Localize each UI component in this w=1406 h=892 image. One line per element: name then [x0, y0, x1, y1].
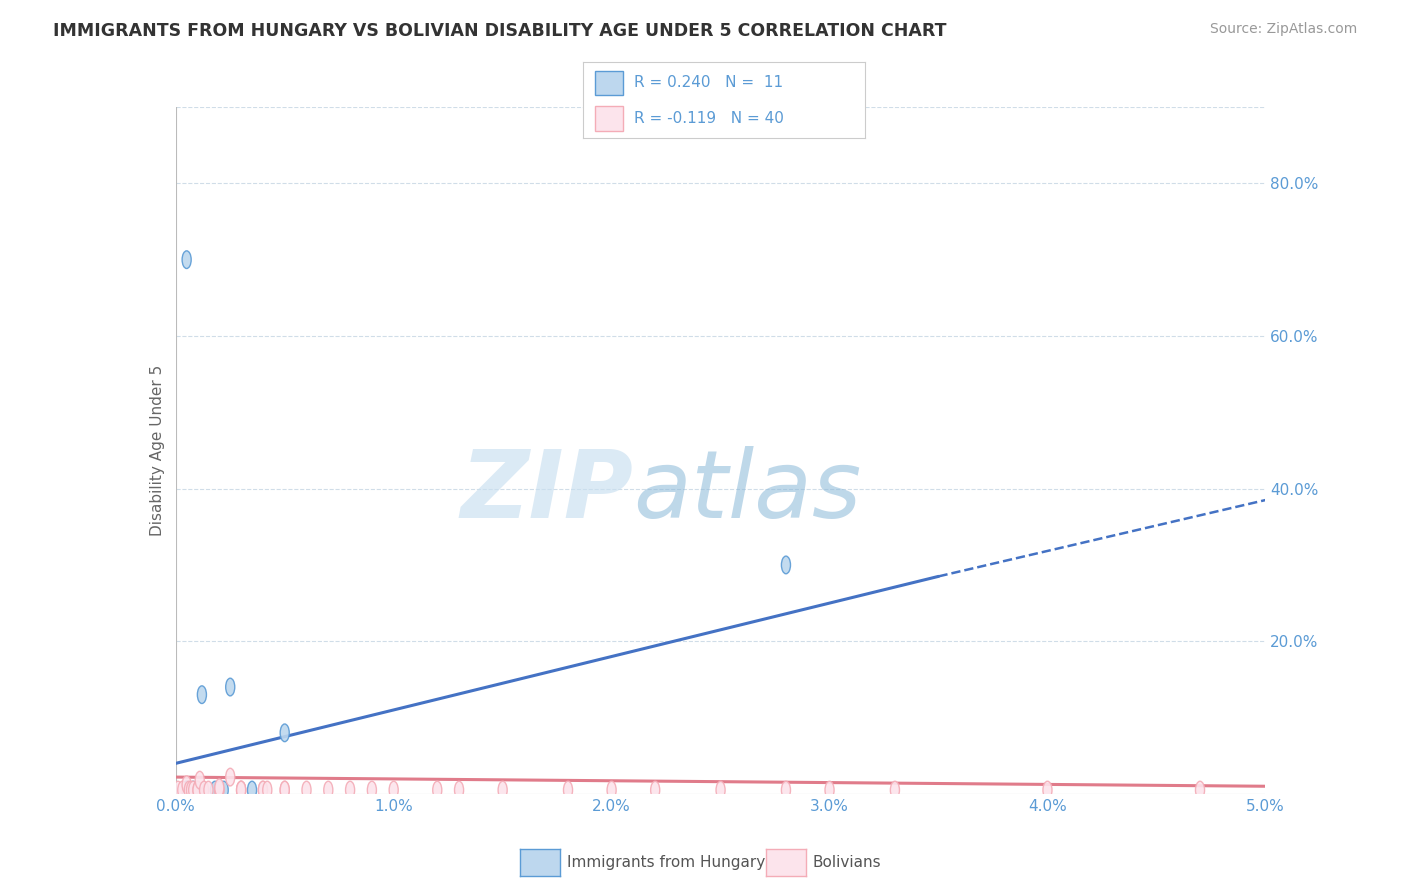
- Text: R = -0.119   N = 40: R = -0.119 N = 40: [634, 111, 785, 126]
- Ellipse shape: [197, 686, 207, 704]
- Ellipse shape: [177, 781, 187, 799]
- Ellipse shape: [433, 781, 441, 799]
- Ellipse shape: [498, 781, 508, 799]
- Ellipse shape: [215, 779, 224, 797]
- Text: IMMIGRANTS FROM HUNGARY VS BOLIVIAN DISABILITY AGE UNDER 5 CORRELATION CHART: IMMIGRANTS FROM HUNGARY VS BOLIVIAN DISA…: [53, 22, 946, 40]
- Ellipse shape: [280, 724, 290, 741]
- Y-axis label: Disability Age Under 5: Disability Age Under 5: [149, 365, 165, 536]
- Ellipse shape: [204, 781, 212, 799]
- Ellipse shape: [236, 781, 246, 799]
- Ellipse shape: [193, 781, 202, 799]
- Text: ZIP: ZIP: [461, 446, 633, 538]
- Ellipse shape: [183, 781, 191, 799]
- Ellipse shape: [280, 781, 290, 799]
- Ellipse shape: [183, 251, 191, 268]
- Ellipse shape: [183, 776, 191, 794]
- Ellipse shape: [454, 781, 464, 799]
- Text: Bolivians: Bolivians: [813, 855, 882, 870]
- Ellipse shape: [259, 781, 267, 799]
- Ellipse shape: [263, 781, 271, 799]
- Bar: [595, 106, 623, 130]
- Ellipse shape: [280, 781, 290, 799]
- Ellipse shape: [247, 781, 256, 799]
- Ellipse shape: [651, 781, 659, 799]
- Ellipse shape: [782, 556, 790, 574]
- Ellipse shape: [236, 781, 246, 799]
- Bar: [595, 70, 623, 95]
- Ellipse shape: [188, 781, 198, 799]
- Ellipse shape: [187, 781, 195, 799]
- Ellipse shape: [236, 781, 246, 799]
- Ellipse shape: [367, 781, 377, 799]
- Text: Source: ZipAtlas.com: Source: ZipAtlas.com: [1209, 22, 1357, 37]
- Ellipse shape: [215, 781, 224, 799]
- Ellipse shape: [226, 768, 235, 786]
- Ellipse shape: [890, 781, 900, 799]
- Text: R = 0.240   N =  11: R = 0.240 N = 11: [634, 76, 783, 90]
- Ellipse shape: [716, 781, 725, 799]
- Ellipse shape: [1195, 781, 1205, 799]
- Ellipse shape: [323, 781, 333, 799]
- Ellipse shape: [193, 781, 202, 799]
- Ellipse shape: [346, 781, 354, 799]
- Ellipse shape: [825, 781, 834, 799]
- Ellipse shape: [389, 781, 398, 799]
- Ellipse shape: [211, 781, 219, 799]
- Ellipse shape: [302, 781, 311, 799]
- Ellipse shape: [200, 781, 208, 799]
- Ellipse shape: [173, 781, 183, 799]
- Ellipse shape: [1043, 781, 1052, 799]
- Ellipse shape: [188, 781, 198, 799]
- Ellipse shape: [219, 781, 228, 799]
- Text: Immigrants from Hungary: Immigrants from Hungary: [567, 855, 765, 870]
- Ellipse shape: [184, 781, 194, 799]
- Ellipse shape: [215, 781, 224, 799]
- Ellipse shape: [195, 772, 204, 789]
- Ellipse shape: [183, 781, 191, 799]
- Ellipse shape: [226, 678, 235, 696]
- Ellipse shape: [782, 781, 790, 799]
- Ellipse shape: [564, 781, 572, 799]
- Ellipse shape: [607, 781, 616, 799]
- Text: atlas: atlas: [633, 446, 862, 537]
- Ellipse shape: [259, 781, 267, 799]
